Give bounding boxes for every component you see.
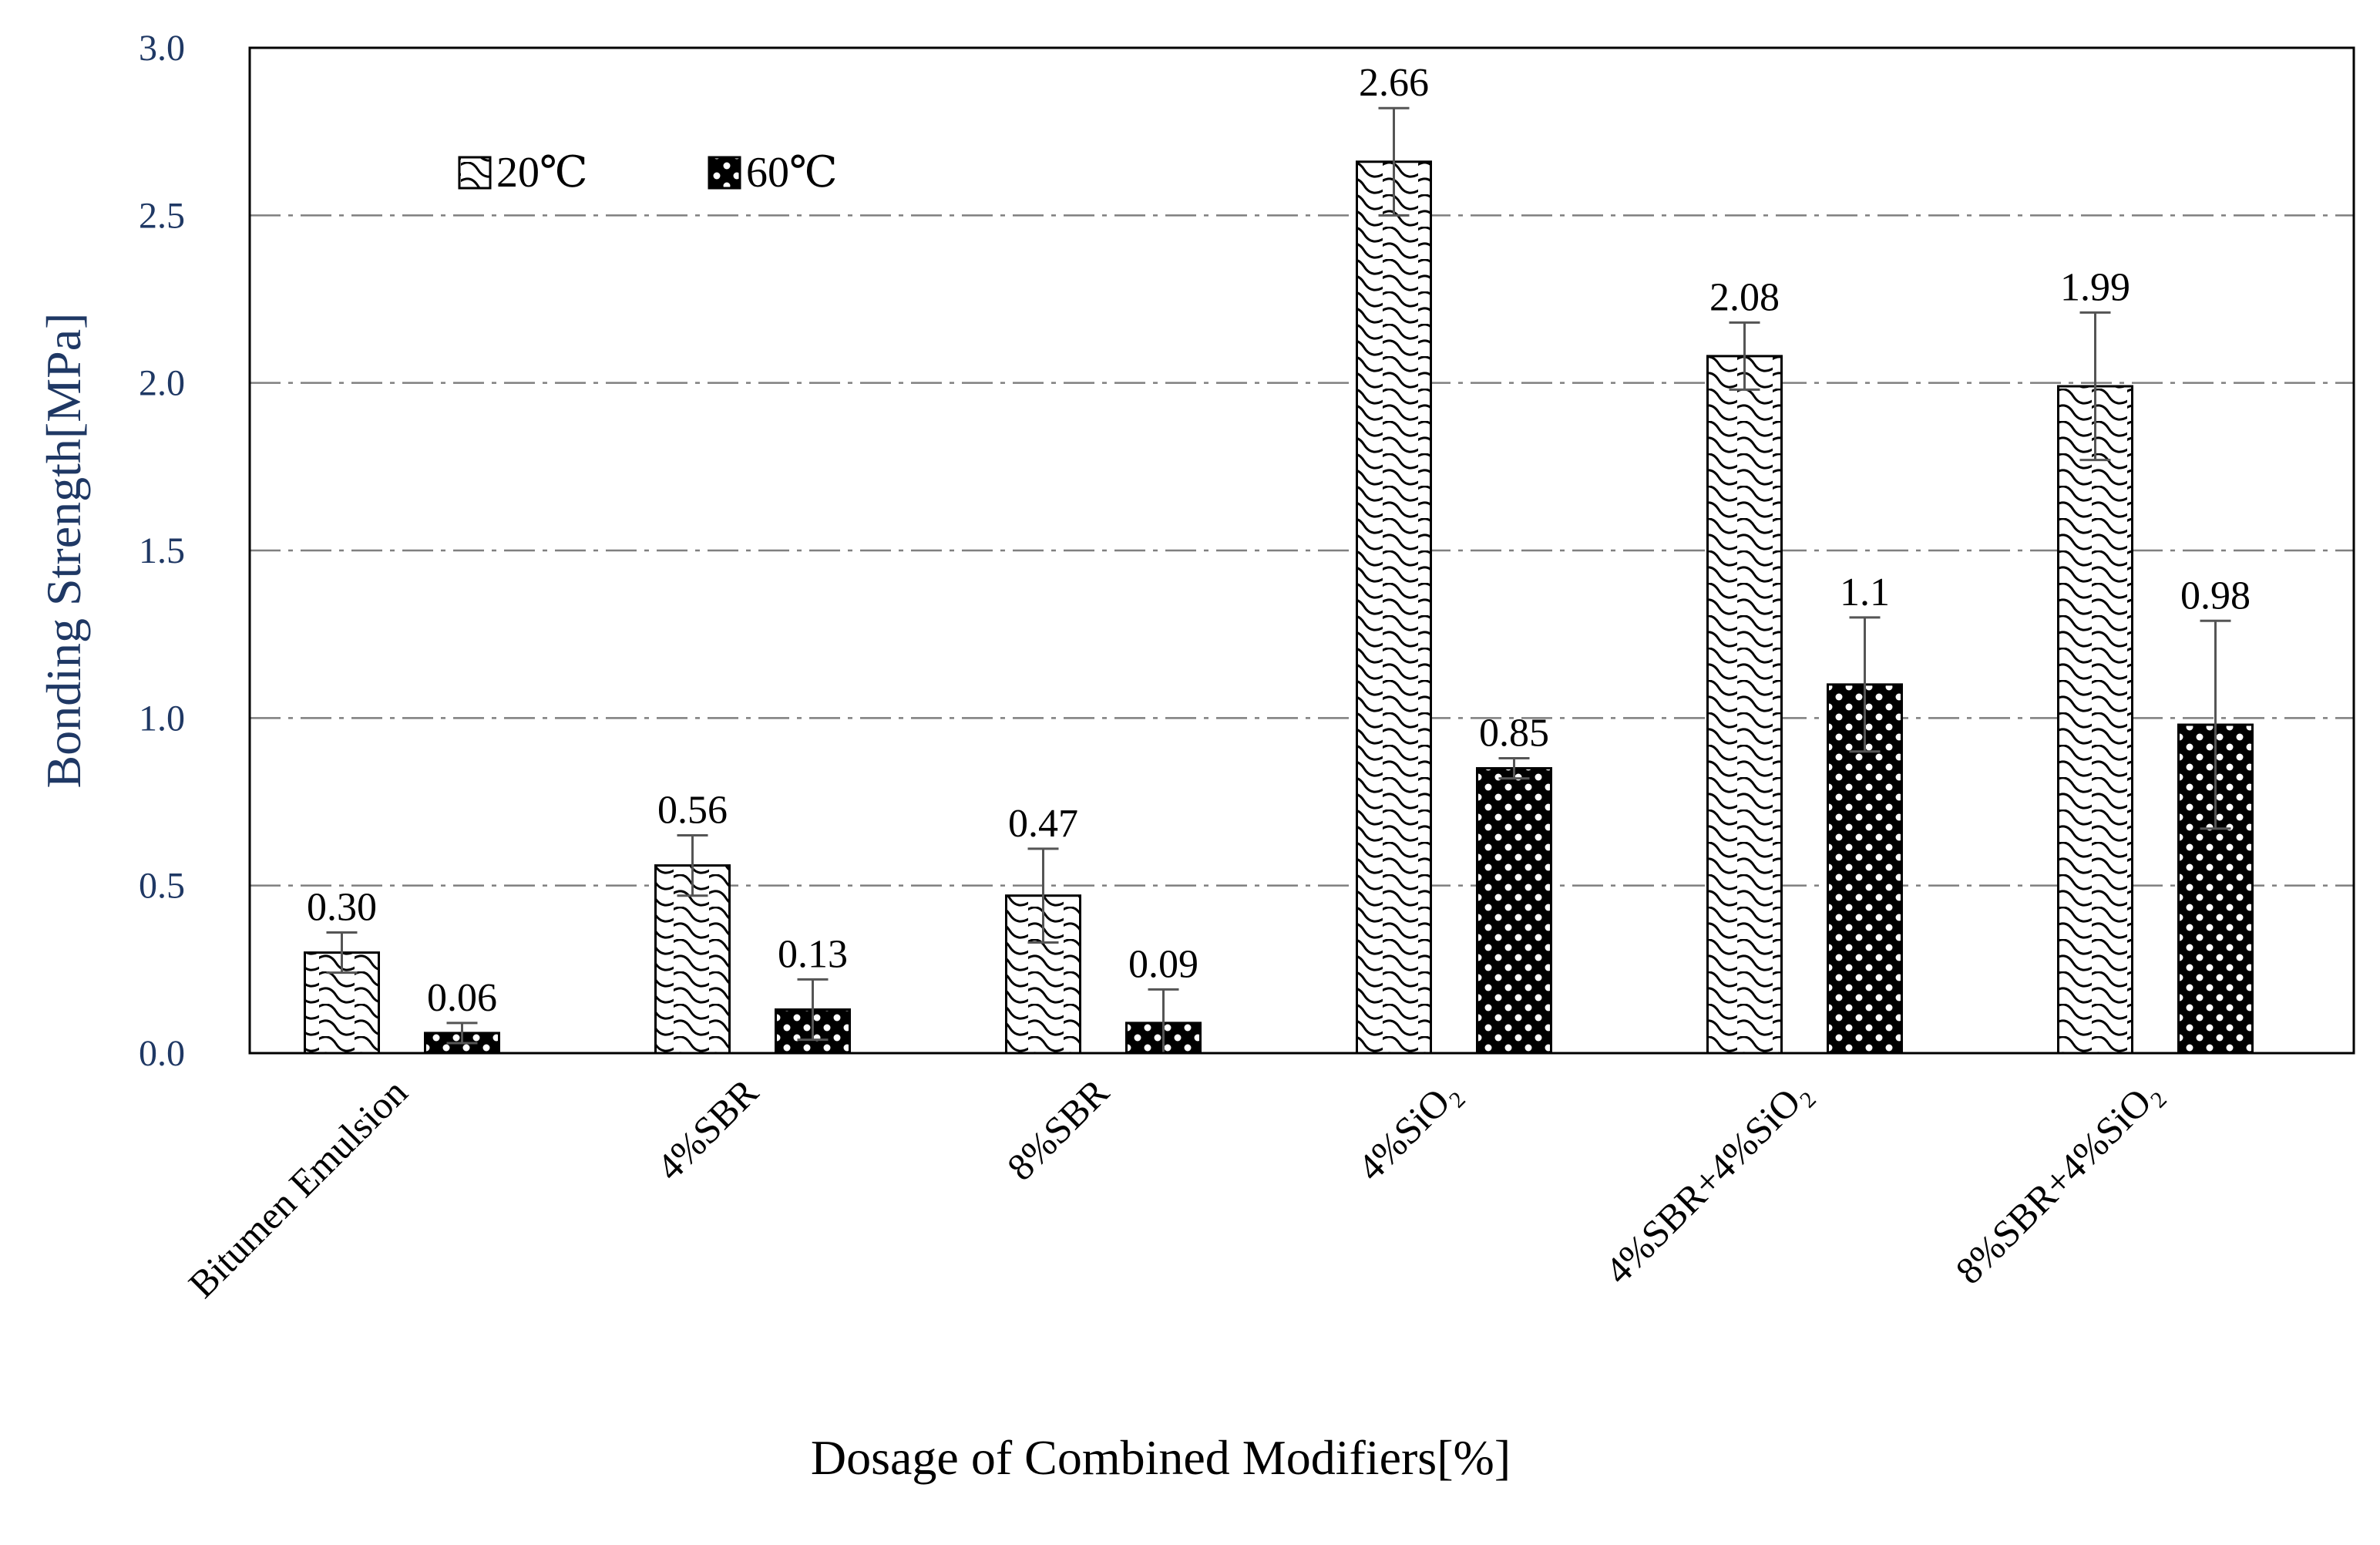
y-tick-labels: 0.0 0.5 1.0 1.5 2.0 2.5 3.0 [139, 28, 185, 1074]
error-bar [2200, 619, 2231, 830]
legend-label-60c: 60℃ [746, 149, 838, 197]
plot-frame [248, 46, 2355, 1055]
legend-swatch-20c [458, 156, 492, 190]
error-bar [677, 833, 708, 897]
x-category-label: 8%SBR [999, 1070, 1118, 1189]
error-bar [1027, 847, 1059, 944]
data-label: 0.06 [427, 976, 497, 1020]
x-category-label: Bitumen Emulsion [180, 1070, 416, 1306]
error-bar [2079, 311, 2111, 462]
legend-item-20c: 20℃ [458, 149, 588, 197]
y-axis-title: Bonding Strength[MPa] [36, 313, 91, 789]
error-bar [1729, 321, 1760, 391]
gridlines [250, 214, 2354, 887]
x-category-labels: Bitumen Emulsion 4%SBR 8%SBR 4%SiO₂ 4%SBR+4%… [180, 1070, 2170, 1306]
bar-20c [1356, 160, 1432, 1055]
bar-20c [2057, 385, 2133, 1055]
y-tick-label: 2.0 [139, 363, 185, 404]
y-tick-label: 2.5 [139, 195, 185, 236]
data-label: 0.98 [2180, 574, 2251, 618]
y-tick-label: 1.5 [139, 530, 185, 571]
error-bar [1378, 106, 1410, 217]
data-label: 0.30 [307, 886, 377, 930]
y-tick-label: 0.5 [139, 866, 185, 907]
y-tick-label: 0.0 [139, 1033, 185, 1074]
y-tick-label: 1.0 [139, 698, 185, 739]
x-category-label: 4%SBR [648, 1070, 767, 1189]
bar-20c [1706, 355, 1783, 1055]
legend-item-60c: 60℃ [708, 149, 838, 197]
data-label: 0.85 [1479, 711, 1549, 755]
data-label: 2.08 [1709, 275, 1780, 319]
legend-swatch-60c [708, 156, 741, 190]
data-label: 0.09 [1128, 942, 1198, 986]
data-label: 2.66 [1359, 61, 1429, 105]
legend-label-20c: 20℃ [496, 149, 588, 197]
error-bar [326, 931, 358, 974]
x-category-label: 4%SBR+4%SiO₂ [1596, 1070, 1818, 1292]
data-label: 1.1 [1840, 571, 1890, 614]
x-category-label: 4%SiO₂ [1349, 1070, 1467, 1189]
legend: 20℃ 60℃ [458, 149, 838, 197]
x-category-label: 8%SBR+4%SiO₂ [1947, 1070, 2169, 1292]
data-label: 0.13 [778, 932, 848, 976]
data-label: 1.99 [2060, 265, 2130, 309]
bars-layer: 0.30 0.06 0.56 0.13 0.47 0.09 2.66 0.85 2.08 1.1 1… [304, 61, 2254, 1055]
error-bar [446, 1022, 478, 1045]
data-label: 0.56 [657, 788, 728, 832]
bar-60c [1476, 767, 1552, 1055]
x-axis-title: Dosage of Combined Modifiers[%] [811, 1430, 1511, 1485]
error-bar [1849, 616, 1881, 753]
y-tick-label: 3.0 [139, 28, 185, 69]
error-bar [797, 978, 829, 1042]
data-label: 0.47 [1008, 802, 1078, 846]
error-bar [1498, 756, 1530, 780]
